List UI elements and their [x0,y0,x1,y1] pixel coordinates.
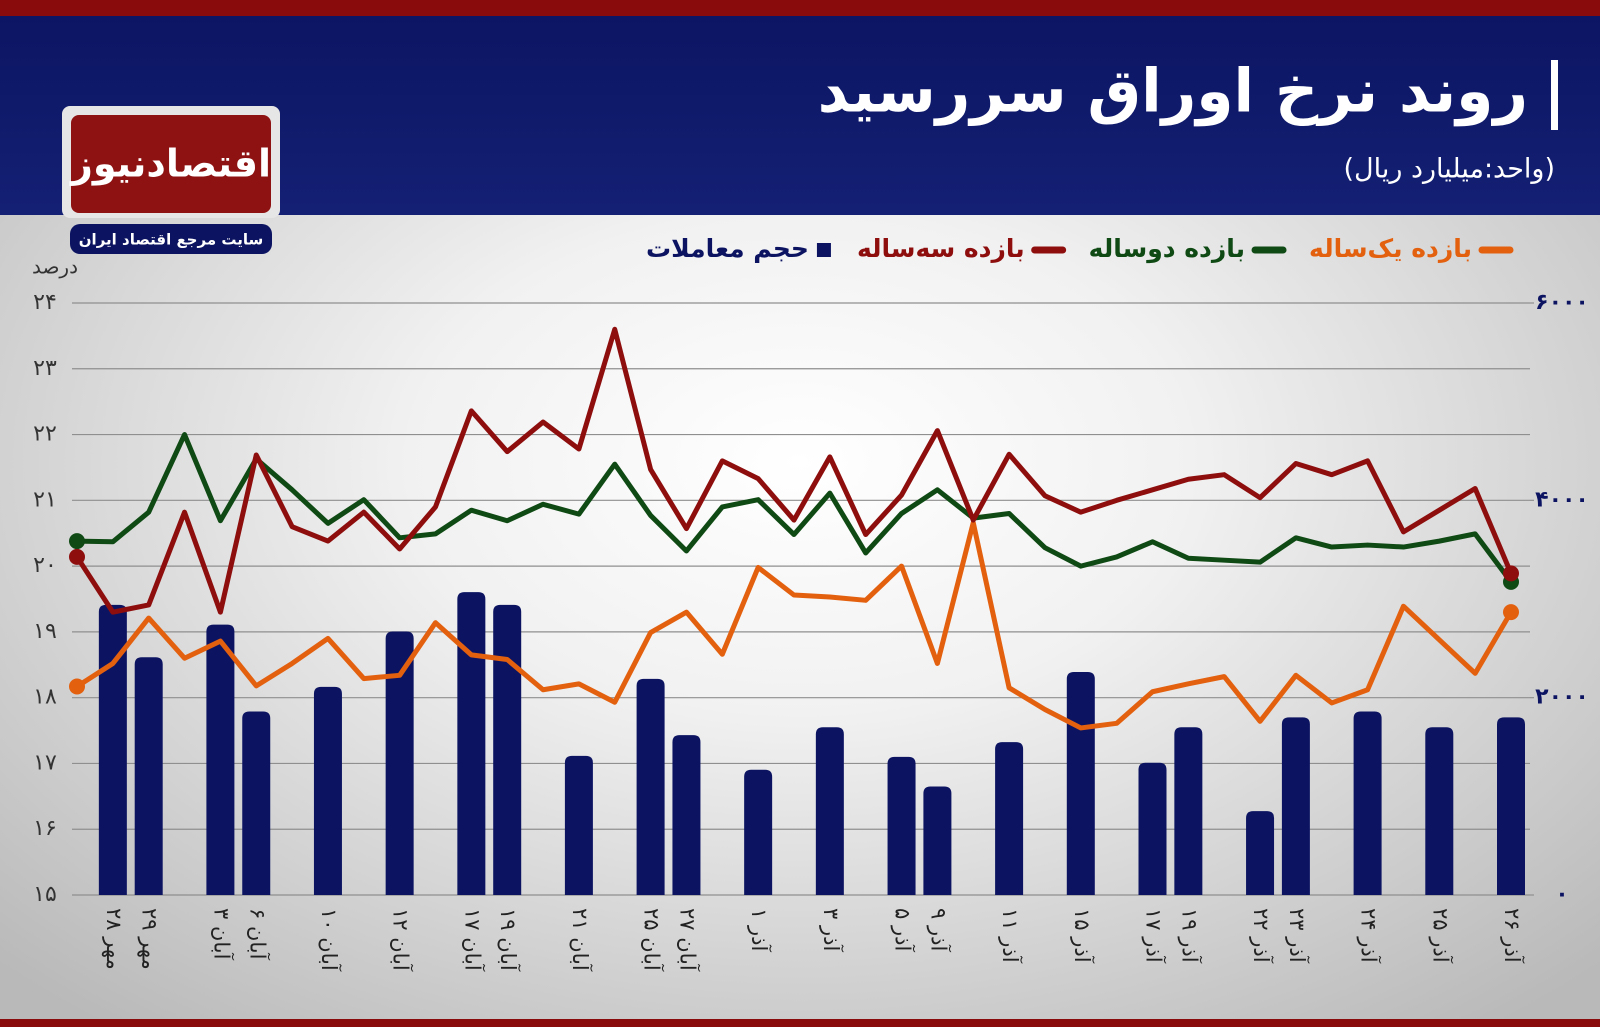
x-tick-label: ۱۷ آذر [1142,908,1167,964]
logo-box [71,115,271,213]
tagline-pill [70,224,272,254]
top-strip [0,0,1600,16]
x-tick-label: ۱۹ آذر [1177,908,1202,964]
y2-tick-label: ۰ [1555,882,1568,907]
bar [672,735,701,895]
bar [923,786,952,895]
y-tick-label: ۲۱ [33,487,57,512]
bar [1497,717,1525,895]
bar [1138,762,1167,895]
logo-name: اقتصادنیوز [69,142,271,186]
line [74,326,1514,615]
x-tick-label: ۲۷ آبان [675,908,700,972]
x-tick-label: ۲۱ آبان [568,908,593,972]
x-tick-label: ۱۹ آبان [496,908,521,972]
line [74,520,1514,731]
x-tick-label: ۹ آذر [926,908,951,952]
logo-tagline: سایت مرجع اقتصاد ایران [79,231,263,249]
bar [1281,717,1310,895]
bar [744,769,773,895]
line-end-marker [1503,565,1519,582]
x-tick-label: ۲۸ مهر [102,908,126,970]
bar [887,756,916,895]
x-tick-label: ۱۷ آبان [460,908,485,972]
bar [385,631,414,895]
y-tick-label: ۱۹ [33,619,57,644]
y-tick-label: ۲۳ [33,356,57,381]
y-tick-label: ۲۰ [33,553,57,578]
bar [1066,672,1095,895]
y-tick-label: ۱۵ [33,882,57,907]
x-tick-label: ۲۵ آبان [640,908,665,972]
y2-tick-label: ۲۰۰۰ [1535,685,1589,710]
bar [134,657,163,895]
bar [457,592,486,895]
bar [313,686,342,895]
legend-label: بازده دوساله [1089,234,1245,264]
legend-swatch [816,243,831,257]
bar [636,678,665,895]
line-end-marker [69,533,85,550]
bar [242,711,271,895]
line-end-marker [1503,604,1519,621]
chart-subtitle: (واحد:میلیارد ریال) [1343,154,1555,185]
y-tick-label: ۱۶ [33,816,57,841]
x-tick-label: ۱۰ آبان [317,908,342,972]
title-bar [1551,60,1558,130]
x-tick-label: ۱۲ آبان [389,908,414,972]
bar [1174,727,1203,895]
x-tick-label: ۱۱ آذر [998,908,1023,964]
x-tick-label: ۲۶ آذر [1500,908,1525,964]
bar [493,604,522,895]
line-end-marker [69,678,85,695]
line [74,432,1514,585]
x-tick-label: ۳ آبان [209,908,234,961]
x-tick-label: ۱۵ آذر [1070,908,1095,964]
x-tick-label: ۲۵ آذر [1428,908,1453,964]
x-tick-label: ۱ آذر [747,908,772,952]
y-tick-label: ۲۲ [33,422,57,447]
x-tick-label: ۲۹ مهر [138,908,162,970]
y2-tick-label: ۶۰۰۰ [1535,290,1589,315]
x-tick-label: ۲۳ آذر [1285,908,1310,964]
bottom-strip [0,1019,1600,1027]
legend-label: حجم معاملات [646,234,809,263]
x-tick-label: ۳ آذر [819,908,844,952]
chart-title: روند نرخ اوراق سررسید [818,57,1528,127]
x-tick-label: ۲۴ آذر [1357,908,1382,964]
y2-tick-label: ۴۰۰۰ [1535,487,1589,512]
bar [1353,711,1382,895]
y-tick-label: ۱۷ [33,750,57,775]
x-tick-label: ۵ آذر [891,908,916,952]
y-tick-label: ۱۸ [33,685,57,710]
bar [815,727,844,895]
bar [1246,811,1275,895]
bar [995,742,1024,895]
bar [206,624,235,895]
y-tick-label: ۲۴ [33,290,57,315]
legend-label: بازده یک‌ساله [1309,234,1472,263]
x-tick-label: ۶ آبان [245,908,270,961]
legend-label: بازده سه‌ساله [857,234,1025,263]
bar [98,604,127,895]
bar [564,755,593,895]
line-end-marker [69,548,85,565]
bar [1425,727,1454,895]
y-axis-label: درصد [32,255,78,279]
x-tick-label: ۲۲ آذر [1249,908,1274,964]
